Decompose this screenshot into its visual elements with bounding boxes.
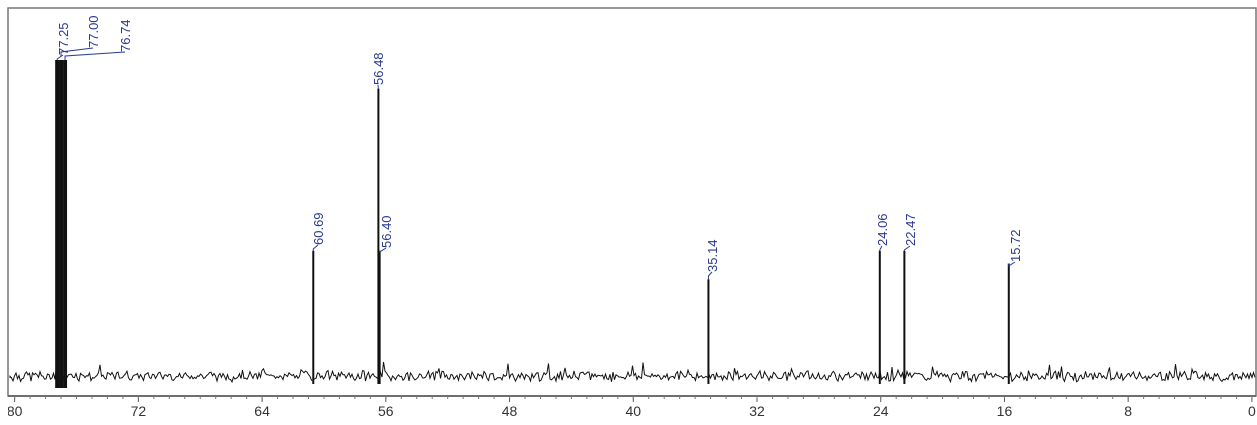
peak-label: 24.06 <box>875 213 890 246</box>
x-tick-label: 32 <box>749 403 765 419</box>
label-connector <box>56 54 64 60</box>
x-tick-label: 0 <box>1248 403 1256 419</box>
peak <box>59 60 64 388</box>
peak-label: 22.47 <box>903 213 918 246</box>
x-tick-label: 24 <box>873 403 889 419</box>
x-tick-label: 16 <box>997 403 1013 419</box>
x-tick-label: 80 <box>7 403 23 419</box>
baseline-noise <box>9 361 1256 384</box>
label-connector <box>707 271 713 280</box>
peak <box>63 60 68 388</box>
x-tick-label: 48 <box>502 403 518 419</box>
x-tick-label: 56 <box>378 403 394 419</box>
peak-label: 15.72 <box>1008 229 1023 262</box>
label-connector <box>879 245 883 251</box>
x-tick-label: 40 <box>625 403 641 419</box>
peak <box>55 60 60 388</box>
label-connector <box>379 247 387 253</box>
x-tick-label: 64 <box>254 403 270 419</box>
peak-label: 60.69 <box>311 212 326 245</box>
label-connector <box>903 245 911 251</box>
label-connector <box>60 47 94 56</box>
peak-label: 76.74 <box>118 19 133 52</box>
peak-label: 56.48 <box>371 52 386 85</box>
plot-frame <box>7 7 1257 397</box>
peak-label: 56.40 <box>379 215 394 248</box>
peak-label: 77.25 <box>56 22 71 55</box>
peak-label: 77.00 <box>86 15 101 48</box>
plot: 80 72 64 56 48 40 32 24 16 8 077.25 77.00 76.7460.69… <box>7 15 1256 419</box>
noise <box>9 361 1256 384</box>
x-tick-label: 8 <box>1124 403 1132 419</box>
peak-label: 35.14 <box>705 239 720 272</box>
label-connector <box>64 51 126 60</box>
label-connector <box>312 244 319 251</box>
label-connector <box>1008 261 1016 267</box>
x-tick-label: 72 <box>131 403 147 419</box>
